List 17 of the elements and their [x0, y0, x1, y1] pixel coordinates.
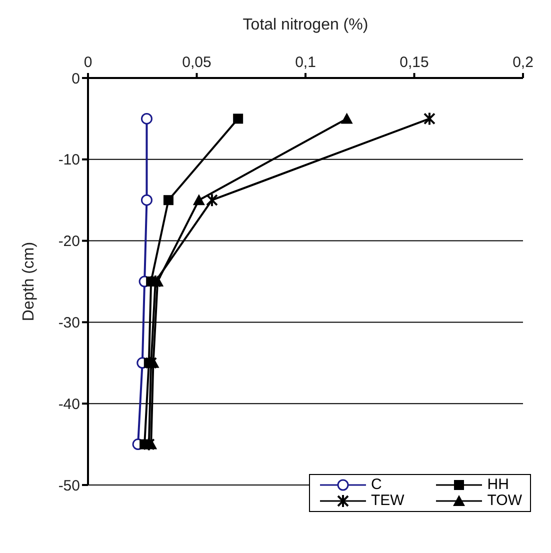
x-tick-label: 0,05	[182, 54, 212, 71]
y-tick-label: -10	[58, 152, 80, 169]
x-tick-label: 0,2	[512, 54, 534, 71]
x-tick-label: 0	[84, 54, 92, 71]
y-tick-label: 0	[72, 70, 80, 88]
y-tick-label: -50	[58, 477, 80, 494]
legend-label: HH	[487, 476, 509, 493]
y-tick-label: -20	[58, 233, 80, 250]
x-axis-title: Total nitrogen (%)	[242, 16, 368, 34]
legend-label: C	[370, 476, 382, 493]
legend-label: TEW	[370, 492, 404, 509]
y-axis-title: Depth (cm)	[20, 242, 38, 322]
x-tick-label: 0,1	[295, 54, 316, 71]
legend-label: TOW	[487, 492, 522, 509]
x-tick-label: 0,15	[400, 54, 429, 71]
y-tick-label: -40	[58, 396, 80, 413]
y-tick-label: -30	[58, 314, 80, 332]
